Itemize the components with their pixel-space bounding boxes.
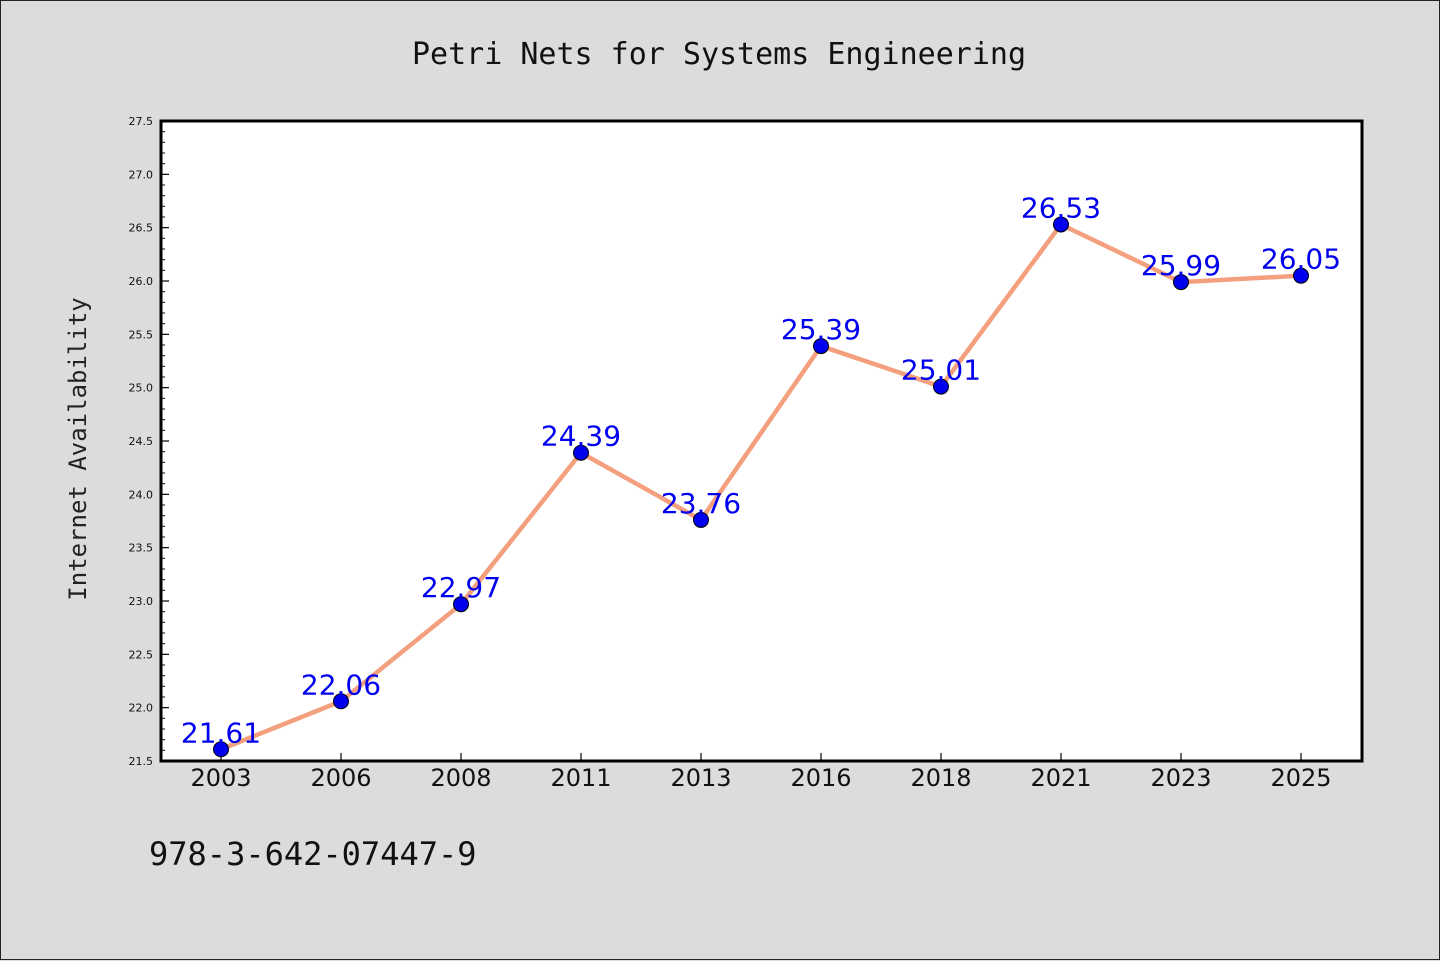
data-point-marker: [213, 741, 229, 758]
series-line: [218, 222, 1304, 752]
y-tick-label: 27.5: [129, 115, 154, 128]
y-tick-label: 24.5: [129, 435, 154, 448]
data-label: 24.39: [541, 420, 621, 453]
data-point-marker: [453, 596, 469, 613]
x-tick-label: 2013: [670, 764, 731, 792]
data-point-marker: [1293, 267, 1309, 284]
data-label: 25.39: [781, 313, 861, 346]
y-tick-label: 25.0: [129, 382, 154, 395]
data-label: 26.05: [1261, 243, 1341, 276]
x-tick-label: 2016: [790, 764, 851, 792]
y-tick-label: 26.5: [129, 222, 154, 235]
y-axis-label: Internet Availability: [64, 297, 92, 600]
data-labels-group: 21.61 22.06 22.97 24.39 23.76 25.39 25.01 26.53…: [181, 191, 1341, 749]
data-point-marker: [813, 338, 829, 355]
x-tick-label: 2008: [430, 764, 491, 792]
x-axis-ticks: 2003 2006 2008 2011 2013 2016 2018 2021 2023 2025: [190, 753, 1332, 792]
x-tick-label: 2021: [1030, 764, 1091, 792]
markers-group: [213, 216, 1309, 758]
isbn-text: 978-3-642-07447-9: [149, 835, 477, 873]
series-line-group: [218, 222, 1304, 752]
data-point-marker: [693, 511, 709, 528]
y-tick-label: 22.0: [129, 702, 154, 715]
x-tick-label: 2023: [1150, 764, 1211, 792]
data-point-marker: [573, 444, 589, 461]
chart-title: Petri Nets for Systems Engineering: [412, 37, 1026, 72]
y-axis-ticks: 21.5 22.0 22.5 23.0 23.5 24.0 24.5 25.0 25.5 26.0…: [129, 115, 169, 768]
data-point-marker: [1173, 274, 1189, 291]
y-tick-label: 22.5: [129, 648, 154, 661]
y-tick-label: 25.5: [129, 328, 154, 341]
data-label: 22.97: [421, 571, 501, 604]
data-label: 25.01: [901, 354, 981, 387]
x-tick-label: 2018: [910, 764, 971, 792]
data-label: 25.99: [1141, 249, 1221, 282]
y-tick-label: 27.0: [129, 168, 154, 181]
data-label: 22.06: [301, 668, 381, 701]
data-label: 21.61: [181, 716, 261, 749]
y-tick-label: 23.5: [129, 542, 154, 555]
y-tick-label: 21.5: [129, 755, 154, 768]
y-tick-label: 26.0: [129, 275, 154, 288]
y-tick-label: 23.0: [129, 595, 154, 608]
data-point-marker: [333, 693, 349, 710]
y-tick-label: 24.0: [129, 488, 154, 501]
data-point-marker: [933, 378, 949, 395]
x-tick-label: 2025: [1270, 764, 1331, 792]
x-tick-label: 2011: [550, 764, 611, 792]
data-point-marker: [1053, 216, 1069, 233]
data-label: 23.76: [661, 487, 741, 520]
data-label: 26.53: [1021, 191, 1101, 224]
x-tick-label: 2003: [190, 764, 251, 792]
plot-area: [159, 119, 1364, 763]
x-tick-label: 2006: [310, 764, 371, 792]
